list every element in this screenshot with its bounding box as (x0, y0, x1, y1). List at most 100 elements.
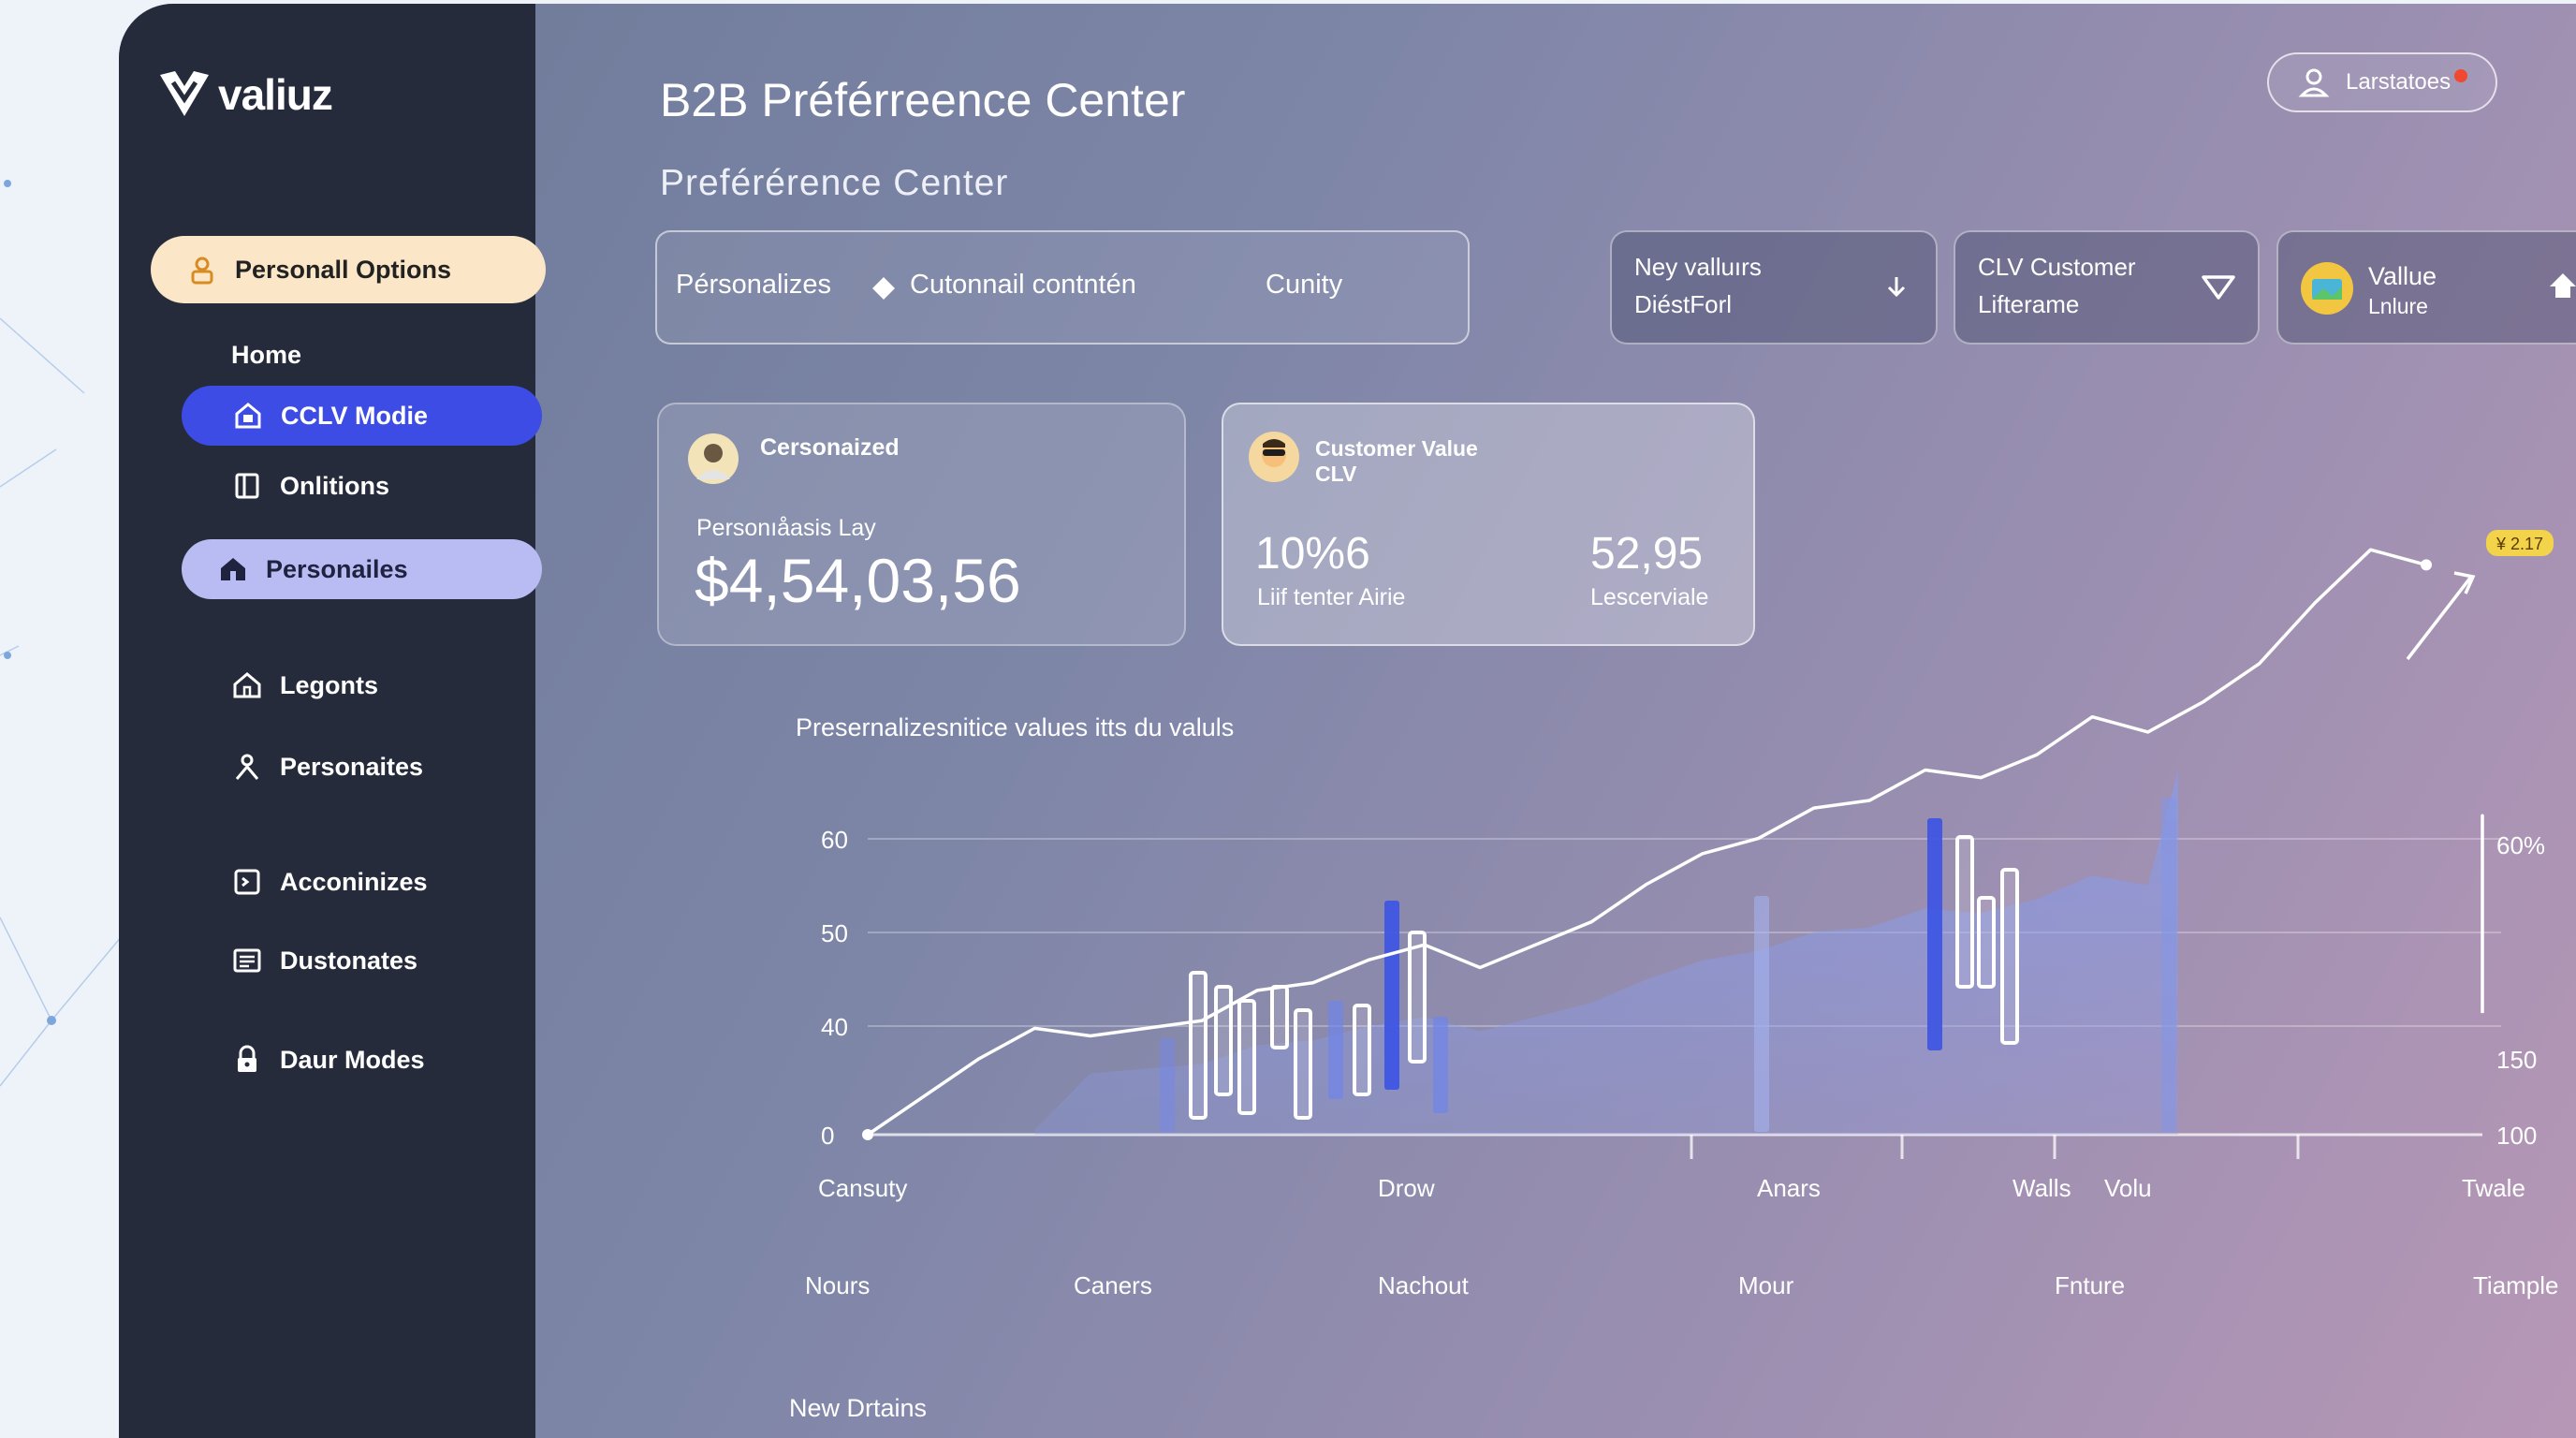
page-title: B2B Préférreence Center (660, 74, 1186, 126)
brand-logo[interactable]: valiuz (156, 67, 333, 122)
card-label-sub: CLV (1315, 462, 1357, 486)
card-value: $4,54,03,56 (695, 546, 1021, 615)
card-label: Cersonaized (760, 434, 900, 461)
sidebar-item-acconinizes[interactable]: Acconinizes (231, 863, 428, 901)
trend-arrow-icon (2453, 571, 2476, 594)
sidebar-item-legonts[interactable]: Legonts (231, 667, 378, 704)
chart-bar (1353, 1004, 1371, 1096)
sidebar-item-label: Daur Modes (280, 1045, 425, 1074)
line-point (2421, 559, 2432, 571)
chart-bar (2000, 868, 2019, 1045)
x-category-label: Tiample (2473, 1271, 2559, 1299)
area-series (1034, 770, 2178, 1135)
chart-bar (1160, 1038, 1175, 1132)
y-tick-label: 50 (821, 919, 848, 947)
sidebar-item-dustonates[interactable]: Dustonates (231, 942, 417, 979)
metric-1-label: Liif tenter Airie (1257, 584, 1406, 610)
x-category-label: Mour (1738, 1271, 1794, 1299)
y-tick-label: 0 (821, 1122, 834, 1150)
chart-bar (1408, 931, 1427, 1064)
section-label-new-drains: New Drtains (789, 1394, 928, 1422)
sidebar-item-home[interactable]: Home (231, 336, 301, 374)
value-avatar-icon (2301, 262, 2353, 315)
sidebar: valiuz Personall Options Home CCLV Modie… (119, 4, 546, 1438)
select-line2: DiéstForl (1634, 290, 1733, 318)
list-icon (231, 945, 263, 976)
sidebar-item-personailes[interactable]: Personailes (182, 539, 542, 599)
card-sublabel: Personıåasis Lay (696, 515, 876, 541)
sidebar-item-label: Home (231, 340, 302, 369)
box-icon (231, 866, 263, 898)
brand-name: valiuz (218, 70, 333, 119)
select-value[interactable]: Vallue Lnlure (2276, 230, 2576, 345)
main-content: B2B Préférreence Center Preférérence Cen… (535, 4, 2576, 1438)
filter-content[interactable]: Cutonnail contntén (910, 270, 1136, 300)
y2-tick-label: 100 (2496, 1122, 2537, 1150)
sidebar-item-daur-modes[interactable]: Daur Modes (231, 1041, 425, 1078)
sidebar-item-label: Acconinizes (280, 867, 428, 896)
chart-bar (1328, 1001, 1343, 1099)
arrow-down-icon (1887, 277, 1906, 298)
line-point (862, 1129, 873, 1140)
sidebar-item-cclv-mode[interactable]: CCLV Modie (182, 386, 542, 446)
avatar (688, 433, 739, 484)
chart-bar (1384, 901, 1399, 1090)
x-tick-label: Cansuty (818, 1174, 907, 1202)
x-tick-label: Anars (1757, 1174, 1821, 1202)
y-tick-label: 60 (821, 826, 848, 854)
metric-2-label: Lescerviale (1590, 584, 1709, 610)
select-line1: Ney valluırs (1634, 253, 1762, 281)
filter-cunity[interactable]: Cunity (1266, 270, 1343, 300)
x-tick-label: Drow (1378, 1174, 1435, 1202)
user-icon (2298, 68, 2330, 97)
x-category-label: Caners (1074, 1271, 1152, 1299)
x-category-label: Fnture (2055, 1271, 2125, 1299)
select-clv-customer[interactable]: CLV Customer Lifterame (1954, 230, 2260, 345)
sidebar-item-label: Onlitions (280, 471, 389, 500)
filter-personalizes[interactable]: Pérsonalizes (676, 270, 832, 300)
chart-bar (1927, 818, 1942, 1050)
metric-1-value: 10%6 (1255, 529, 1370, 579)
chart-bar (1270, 985, 1289, 1049)
y2-tick-label: 60% (2496, 831, 2545, 859)
sidebar-item-personaites[interactable]: Personaites (231, 748, 423, 785)
avatar (1249, 432, 1299, 482)
triangle-down-icon (2202, 275, 2235, 300)
person-icon (231, 751, 263, 783)
sidebar-item-label: Dustonates (280, 946, 418, 975)
select-values[interactable]: Ney valluırs DiéstForl (1610, 230, 1938, 345)
chart-bar (1955, 835, 1974, 989)
sidebar-item-label: Personaites (280, 752, 424, 781)
chart-bar (1214, 985, 1233, 1096)
sidebar-item-label: Legonts (280, 670, 378, 699)
card-label: Customer Value (1315, 436, 1478, 461)
customer-value-card: Customer Value CLV 10%6 Liif tenter Airi… (1222, 403, 1755, 646)
chart-bar (1294, 1008, 1312, 1120)
sidebar-item-label: Personailes (266, 554, 408, 583)
x-tick-label: Volu (2104, 1174, 2152, 1202)
page-subtitle: Preférérence Center (660, 163, 1009, 203)
metric-2-value: 52,95 (1590, 529, 1704, 579)
x-category-label: Nours (805, 1271, 870, 1299)
chart-bar (1977, 896, 1996, 989)
home-arrow-icon (2550, 273, 2576, 298)
valiuz-logo-icon (160, 71, 209, 116)
sidebar-item-onlitions[interactable]: Onlitions (231, 467, 389, 505)
select-line1: Vallue (2368, 262, 2437, 290)
chart-bar (1754, 896, 1769, 1132)
x-tick-label: Twale (2462, 1174, 2525, 1202)
chart-title: Presernalizesnitice values itts du valul… (796, 713, 1235, 741)
y-tick-label: 40 (821, 1013, 848, 1041)
select-line2: Lnlure (2368, 294, 2428, 318)
app-window: valiuz Personall Options Home CCLV Modie… (119, 4, 2576, 1438)
chart-bar (2161, 798, 2176, 1132)
panel-icon (231, 470, 263, 502)
filter-bar: Pérsonalizes Cutonnail contntén Cunity (655, 230, 1470, 345)
x-category-label: Nachout (1378, 1271, 1470, 1299)
select-line1: CLV Customer (1978, 253, 2136, 281)
chart-bar (1189, 971, 1208, 1120)
sidebar-item-personal-options[interactable]: Personall Options (151, 236, 546, 303)
trend-arrow-line (2406, 575, 2473, 661)
user-name: Larstatoes (2346, 69, 2452, 95)
user-account-button[interactable]: Larstatoes (2267, 52, 2497, 112)
